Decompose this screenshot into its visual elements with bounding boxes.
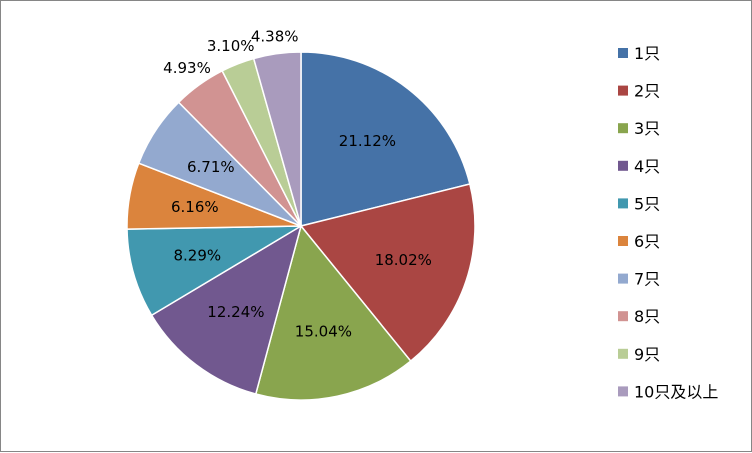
pie-slice-2	[299, 183, 476, 363]
legend-swatch-4	[618, 160, 628, 171]
slice-label-2: 18.02%	[375, 251, 432, 269]
slice-label-5: 8.29%	[173, 247, 221, 265]
legend-label-10: 10只及以上	[634, 382, 718, 401]
pie-slice-3	[254, 224, 412, 401]
legend-label-7: 7只	[634, 270, 660, 289]
slice-labels: 21.12% 18.02% 15.04% 12.24% 8.29% 6.16% 6.71% 4…	[163, 27, 432, 340]
pie-slice-1	[300, 51, 471, 227]
legend-swatch-8	[618, 311, 628, 322]
legend-swatch-10	[618, 386, 628, 397]
legend-swatch-9	[618, 348, 628, 359]
slice-label-7: 6.71%	[187, 158, 235, 176]
pie-slice-4	[150, 224, 303, 395]
slice-label-3: 15.04%	[295, 323, 352, 341]
slice-label-4: 12.24%	[207, 303, 264, 321]
slice-label-10: 4.38%	[251, 27, 299, 45]
legend-swatch-5	[618, 198, 628, 209]
slice-label-9: 3.10%	[207, 37, 255, 55]
pie-slice-10	[252, 51, 302, 227]
legend-label-1: 1只	[634, 44, 660, 63]
legend-swatch-7	[618, 273, 628, 284]
legend-label-2: 2只	[634, 82, 660, 101]
legend-label-8: 8只	[634, 307, 660, 326]
legend-swatch-6	[618, 236, 628, 246]
legend-label-4: 4只	[634, 157, 660, 176]
legend-swatch-2	[618, 85, 628, 96]
legend: 1只 2只 3只 4只 5只 6只 7只 8只 9只 10只及以上	[618, 44, 718, 401]
legend-label-9: 9只	[634, 345, 660, 364]
slice-label-1: 21.12%	[339, 132, 396, 150]
legend-label-3: 3只	[634, 119, 660, 138]
legend-label-5: 5只	[634, 194, 660, 213]
pie-slices	[126, 51, 476, 401]
legend-swatch-1	[618, 48, 628, 58]
legend-swatch-3	[618, 123, 628, 134]
slice-label-8: 4.93%	[163, 59, 211, 77]
slice-label-6: 6.16%	[171, 198, 219, 216]
pie-slice-5	[126, 225, 304, 317]
legend-label-6: 6只	[634, 232, 660, 251]
